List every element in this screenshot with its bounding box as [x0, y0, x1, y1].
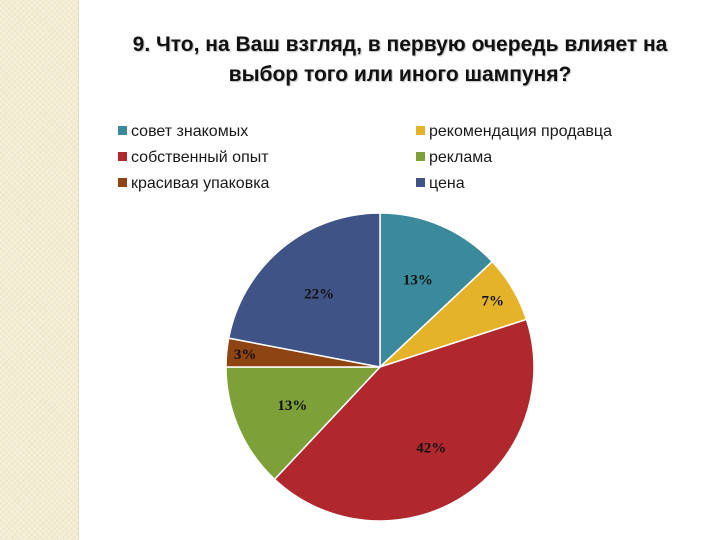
legend-label: рекомендация продавца	[429, 123, 612, 140]
legend-item-sovet-znakomykh: совет знакомых	[118, 123, 248, 141]
legend-label: красивая упаковка	[131, 175, 270, 192]
chart-legend: совет знакомых рекомендация продавца соб…	[118, 123, 678, 203]
legend-item-sobstvennyi-opyt: собственный опыт	[118, 149, 269, 167]
pie-slice-sobstvennyi-opyt	[273, 318, 535, 522]
pie-label-tsena: 22%	[304, 286, 334, 302]
pie-label-sovet-znakomykh: 13%	[403, 272, 433, 288]
decorative-side-stripe	[0, 0, 79, 540]
legend-swatch	[118, 126, 127, 135]
pie-label-reklama: 13%	[277, 398, 307, 414]
pie-label-sobstvennyi-opyt: 42%	[416, 441, 446, 457]
legend-swatch	[416, 178, 425, 187]
legend-label: собственный опыт	[131, 149, 269, 166]
legend-label: реклама	[429, 149, 493, 166]
pie-slice-sovet-znakomykh	[379, 212, 494, 369]
pie-label-rekomendatsiya-prodavtsa: 7%	[481, 293, 504, 309]
legend-item-rekomendatsiya-prodavtsa: рекомендация продавца	[416, 123, 612, 141]
legend-swatch	[118, 178, 127, 187]
pie-slice-reklama	[225, 366, 382, 481]
legend-swatch	[416, 152, 425, 161]
chart-title-line-1: 9. Что, на Ваш взгляд, в первую очередь …	[132, 33, 668, 56]
chart-title: 9. Что, на Ваш взгляд, в первую очередь …	[100, 30, 700, 90]
legend-label: цена	[429, 175, 465, 192]
legend-item-krasivaya-upakovka: красивая упаковка	[118, 175, 269, 193]
pie-label-krasivaya-upakovka: 3%	[234, 347, 257, 363]
legend-label: совет знакомых	[131, 123, 249, 140]
pie-slice-tsena	[227, 212, 381, 368]
legend-swatch	[416, 126, 425, 135]
chart-title-line-2: выбор того или иного шампуня?	[228, 63, 572, 86]
legend-item-reklama: реклама	[416, 149, 492, 167]
legend-swatch	[118, 152, 127, 161]
legend-item-tsena: цена	[416, 175, 465, 193]
